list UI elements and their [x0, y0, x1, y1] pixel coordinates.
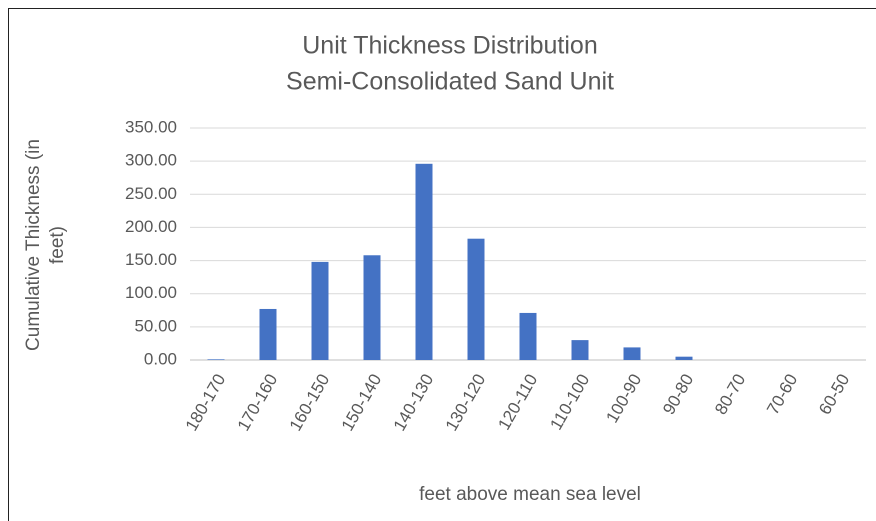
bar [571, 340, 589, 360]
bar [675, 356, 693, 360]
y-tick-label: 350.00 [125, 117, 177, 136]
y-tick-label: 50.00 [134, 316, 177, 335]
y-tick-label: 300.00 [125, 151, 177, 170]
bar [467, 238, 485, 360]
x-tick-label: 100-90 [602, 371, 645, 426]
bar [623, 347, 641, 360]
x-axis-label: feet above mean sea level [419, 484, 641, 505]
chart-title: Unit Thickness Distribution [302, 32, 597, 60]
x-tick-label: 90-80 [659, 371, 697, 418]
y-tick-label: 0.00 [144, 349, 177, 368]
x-tick-label: 140-130 [390, 371, 438, 435]
y-axis-label: Cumulative Thickness (in feet) [23, 139, 68, 351]
bar [519, 312, 537, 360]
x-tick-label: 180-170 [182, 371, 230, 435]
chart-subtitle: Semi-Consolidated Sand Unit [286, 68, 614, 96]
bar [207, 359, 225, 360]
y-tick-label: 200.00 [125, 217, 177, 236]
y-tick-label: 150.00 [125, 250, 177, 269]
x-tick-label: 110-100 [546, 371, 593, 433]
x-tick-label: 150-140 [338, 371, 386, 435]
x-tick-label: 170-160 [234, 371, 282, 435]
bar [363, 255, 381, 360]
x-tick-label: 160-150 [286, 371, 334, 435]
x-tick-label: 130-120 [442, 371, 490, 435]
x-tick-label: 120-110 [494, 371, 541, 433]
x-tick-label: 70-60 [763, 371, 801, 418]
bar [259, 308, 277, 360]
x-tick-label: 80-70 [711, 371, 749, 418]
x-tick-label: 60-50 [815, 371, 853, 418]
y-tick-label: 100.00 [125, 283, 177, 302]
bar [311, 261, 329, 360]
chart-border [8, 8, 876, 521]
y-tick-label: 250.00 [125, 184, 177, 203]
bar [415, 163, 433, 360]
